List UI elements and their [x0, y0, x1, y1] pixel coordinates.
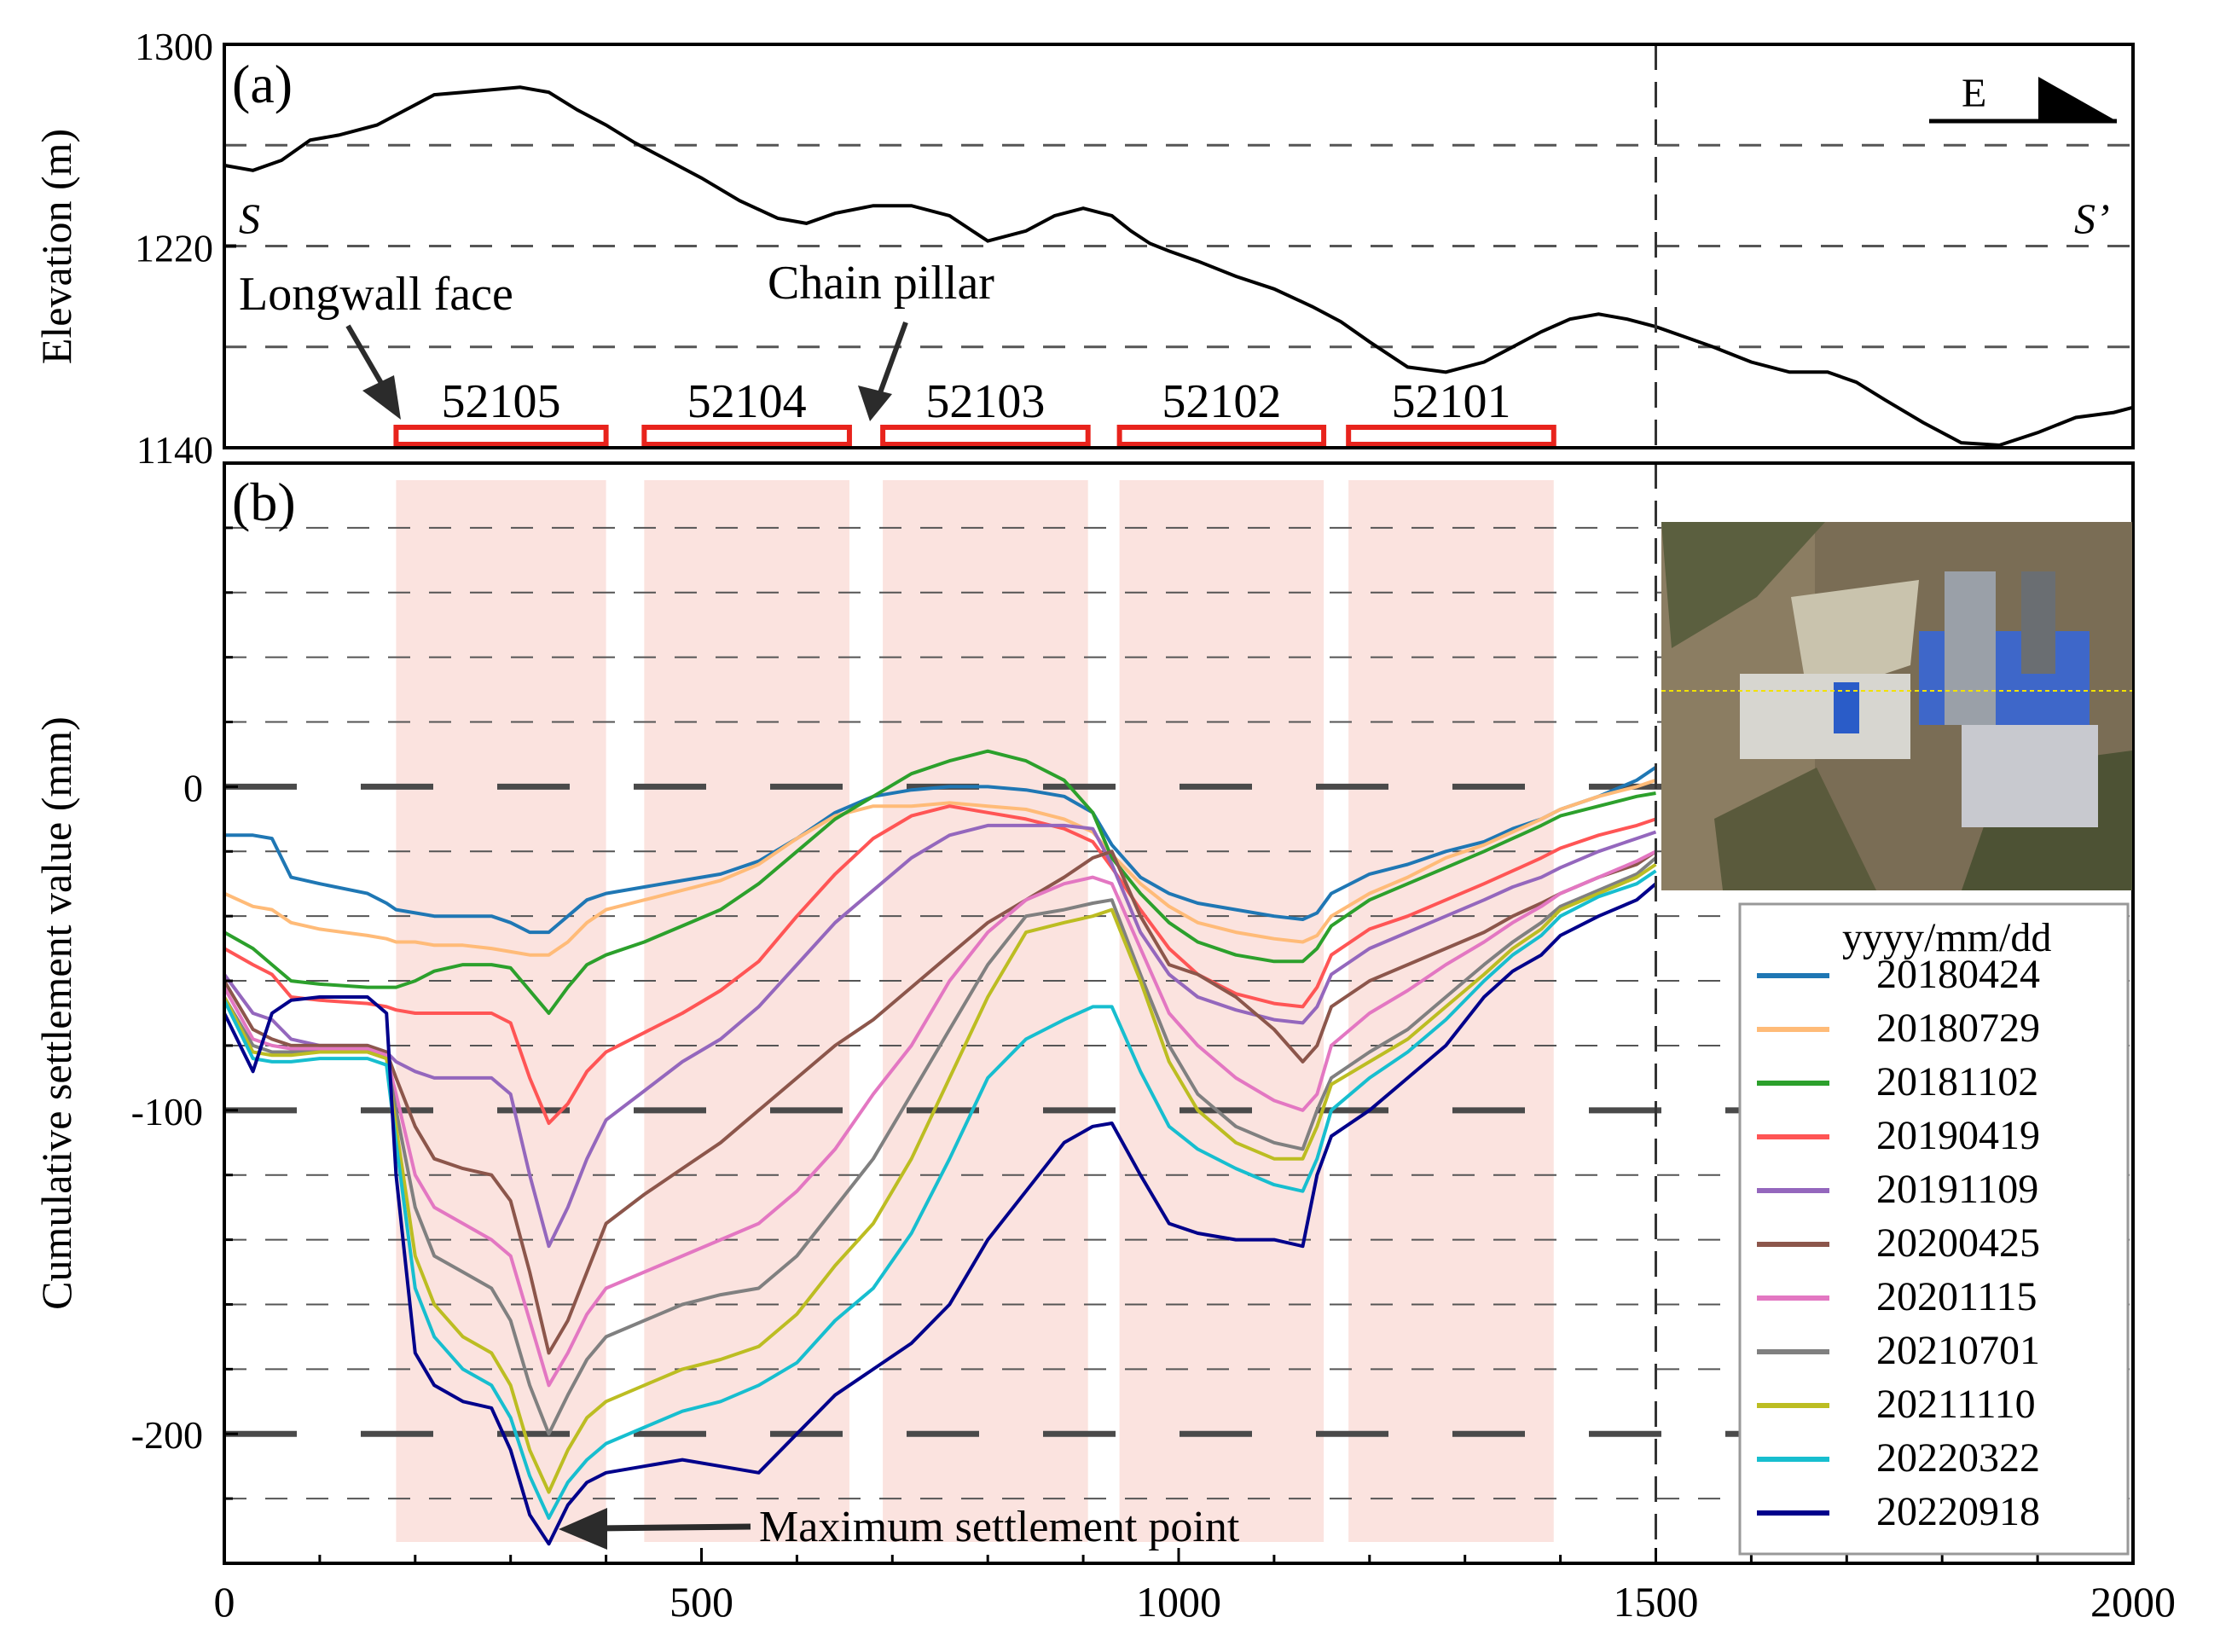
longwall-shaded-zone — [1348, 480, 1554, 1542]
profile-end-label: S’ — [2074, 194, 2110, 242]
longwall-shaded-zones — [396, 480, 1554, 1542]
max-settlement-label: Maximum settlement point — [759, 1503, 1240, 1551]
elevation-y-ticks: 1140 1220 1300 — [135, 25, 236, 472]
settlement-x-tick-label: 1000 — [1136, 1578, 1221, 1626]
longwall-panel-rect — [1346, 425, 1556, 447]
panel-label-a: (a) — [232, 54, 293, 114]
direction-label: E — [1962, 71, 1986, 116]
longwall-shaded-zone — [644, 480, 849, 1542]
longwall-face-label: Longwall face — [239, 268, 513, 321]
settlement-x-tick-label: 2000 — [2090, 1578, 2176, 1626]
chain-pillar-label: Chain pillar — [768, 257, 994, 310]
max-settlement-arrow-head-icon — [559, 1508, 607, 1550]
chain-pillar-arrow — [858, 321, 908, 421]
satellite-image-icon — [1661, 522, 2132, 890]
settlement-series-line-20191109 — [223, 823, 1657, 1249]
settlement-series-line-20220918 — [223, 882, 1657, 1546]
max-settlement-arrow — [559, 1508, 751, 1550]
panel-label-b: (b) — [232, 472, 296, 532]
elevation-panel: 52105 52104 52103 52102 52101 1140 1220 1300 (… — [32, 25, 2135, 472]
legend-label: 20211110 — [1876, 1382, 2036, 1427]
longwall-panel-rect — [880, 425, 1091, 447]
chain-pillar-arrow-head-icon — [858, 385, 892, 421]
settlement-y-ticks: -200 -100 0 — [131, 526, 238, 1500]
legend-label: 20210701 — [1876, 1328, 2040, 1373]
elevation-y-tick-label: 1140 — [136, 428, 213, 472]
legend-label: 20201115 — [1876, 1274, 2037, 1319]
longwall-panel-label: 52103 — [925, 375, 1045, 428]
settlement-series-line-20181102 — [223, 749, 1656, 1015]
direction-arrow: E — [1929, 71, 2117, 124]
settlement-series-line-20210701 — [223, 856, 1657, 1436]
legend-label: 20180729 — [1876, 1006, 2040, 1051]
longwall-panel-rect — [641, 425, 852, 447]
elevation-profile-line — [223, 85, 2134, 448]
settlement-x-ticks: 0 500 1000 1500 2000 — [214, 1548, 2176, 1626]
settlement-y-tick-label: -200 — [131, 1413, 203, 1457]
settlement-series-line-20201115 — [223, 849, 1657, 1388]
settlement-series-line-20180424 — [224, 765, 1657, 935]
settlement-series-line-20220322 — [223, 869, 1657, 1520]
legend: yyyy/mm/dd 20180424 20180729 20181102 20190… — [1738, 902, 2130, 1556]
settlement-series-line-20180729 — [223, 778, 1657, 957]
settlement-y-axis-label: Cumulative settlement value (mm) — [32, 716, 80, 1310]
profile-start-label: S — [239, 194, 260, 242]
legend-label: 20190419 — [1876, 1113, 2040, 1158]
legend-title: yyyy/mm/dd — [1842, 915, 2051, 960]
settlement-panel: -200 -100 0 0 500 1000 1500 2000 (b) Cumulativ… — [32, 461, 2176, 1626]
legend-box — [1738, 902, 2130, 1556]
legend-label: 20220322 — [1876, 1435, 2040, 1481]
longwall-panel-label: 52104 — [687, 375, 807, 428]
settlement-x-tick-label: 1500 — [1614, 1578, 1699, 1626]
longwall-panel-label: 52105 — [442, 375, 561, 428]
legend-label: 20200425 — [1876, 1220, 2040, 1266]
settlement-x-tick-label: 0 — [214, 1578, 235, 1626]
longwall-face-arrow — [345, 324, 401, 420]
settlement-series — [223, 749, 1657, 1546]
longwall-panel-label: 52101 — [1391, 375, 1510, 428]
elevation-y-tick-label: 1220 — [135, 227, 213, 270]
elevation-y-tick-label: 1300 — [135, 25, 213, 68]
max-settlement-arrow-line — [596, 1523, 751, 1532]
settlement-y-tick-label: -100 — [131, 1090, 203, 1133]
legend-label: 20191109 — [1876, 1167, 2038, 1212]
settlement-series-line-20190419 — [223, 804, 1657, 1125]
legend-label: 20180424 — [1876, 952, 2040, 997]
settlement-y-tick-label: 0 — [183, 766, 203, 809]
settlement-series-line-20200425 — [223, 849, 1657, 1355]
elevation-grid — [224, 143, 2133, 349]
legend-label: 20220918 — [1876, 1489, 2040, 1534]
longwall-shaded-zone — [883, 480, 1088, 1542]
direction-arrow-head-icon — [2038, 77, 2117, 121]
settlement-series-line-20211110 — [223, 862, 1657, 1494]
longwall-panel-label: 52102 — [1162, 375, 1281, 428]
elevation-y-axis-label: Elevation (m) — [32, 129, 80, 364]
chain-pillar-arrow-line — [876, 321, 908, 399]
settlement-x-tick-label: 500 — [669, 1578, 733, 1626]
longwall-panel-rect — [393, 425, 609, 447]
longwall-panel-rects: 52105 52104 52103 52102 52101 — [393, 375, 1556, 447]
longwall-panel-rect — [1116, 425, 1327, 447]
legend-label: 20181102 — [1876, 1059, 2038, 1104]
longwall-arrow-head-icon — [362, 375, 401, 420]
